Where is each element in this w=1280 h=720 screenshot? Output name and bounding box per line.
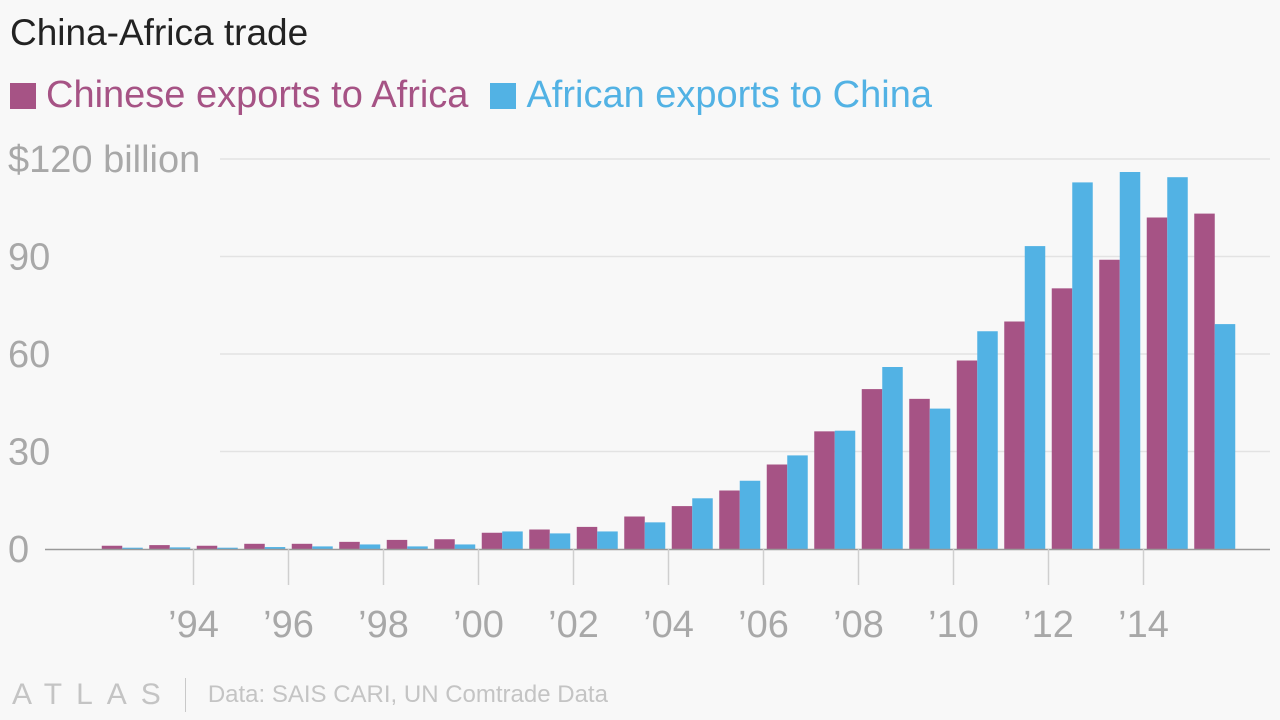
bar-chinese-exports: [149, 545, 170, 549]
legend-swatch-african-exports: [490, 82, 517, 109]
x-tick-label: ’10: [928, 604, 979, 646]
bar-chinese-exports: [861, 389, 883, 549]
x-tick-label: ’02: [548, 604, 599, 646]
atlas-logo: ATLAS: [12, 678, 175, 711]
bar-chinese-exports: [1146, 217, 1168, 549]
x-tick-label: ’98: [358, 604, 409, 646]
bar-chinese-exports: [434, 539, 455, 549]
bar-chinese-exports: [1004, 321, 1025, 549]
bar-african-exports: [787, 455, 808, 549]
bar-african-exports: [1214, 324, 1236, 549]
bar-african-exports: [929, 408, 951, 549]
source-note: Data: SAIS CARI, UN Comtrade Data: [207, 681, 608, 708]
legend-item-african-exports: African exports to China: [490, 74, 932, 117]
bar-african-exports: [407, 546, 428, 549]
bar-african-exports: [454, 544, 476, 549]
bar-chinese-exports: [766, 464, 788, 549]
bar-african-exports: [169, 547, 191, 549]
footer-divider: [184, 678, 186, 712]
bar-chinese-exports: [244, 543, 265, 549]
bar-african-exports: [1167, 177, 1188, 549]
bar-african-exports: [739, 480, 761, 549]
bar-chinese-exports: [671, 506, 693, 549]
bar-african-exports: [1119, 172, 1141, 549]
bar-african-exports: [122, 547, 143, 549]
legend-item-chinese-exports: Chinese exports to Africa: [10, 74, 468, 117]
y-tick-label: 60: [8, 334, 50, 376]
legend-label-chinese-exports: Chinese exports to Africa: [46, 74, 469, 116]
y-tick-label: $120 billion: [8, 139, 200, 181]
bar-african-exports: [502, 531, 523, 549]
legend-swatch-chinese-exports: [10, 82, 36, 109]
bar-chinese-exports: [719, 490, 740, 549]
bar-chinese-exports: [529, 529, 550, 549]
legend: Chinese exports to Africa African export…: [10, 74, 954, 117]
bar-chinese-exports: [1051, 288, 1073, 549]
y-tick-label: 30: [8, 432, 50, 474]
bar-african-exports: [312, 546, 333, 549]
bar-chinese-exports: [1099, 259, 1120, 549]
bar-african-exports: [977, 331, 998, 549]
bar-chinese-exports: [101, 545, 123, 549]
bar-african-exports: [217, 547, 238, 549]
bar-african-exports: [549, 533, 571, 549]
bar-chinese-exports: [576, 526, 598, 549]
bar-chinese-exports: [481, 532, 503, 549]
bar-chinese-exports: [909, 398, 930, 549]
bar-african-exports: [834, 430, 856, 549]
bar-african-exports: [1024, 246, 1046, 549]
bar-chinese-exports: [624, 516, 645, 549]
bar-chinese-exports: [956, 360, 978, 549]
chart-title: China-Africa trade: [10, 12, 309, 53]
bar-chinese-exports: [339, 541, 360, 549]
y-tick-label: 0: [8, 529, 29, 571]
x-tick-label: ’14: [1118, 604, 1169, 646]
bar-african-exports: [1072, 182, 1093, 549]
x-tick-label: ’12: [1023, 604, 1074, 646]
bar-chinese-exports: [814, 431, 835, 549]
bar-chinese-exports: [386, 539, 408, 549]
bar-chinese-exports: [1194, 213, 1215, 549]
bar-african-exports: [264, 547, 286, 549]
x-tick-label: ’94: [168, 604, 219, 646]
bar-african-exports: [644, 522, 666, 549]
bar-chinese-exports: [291, 543, 313, 549]
bar-african-exports: [597, 531, 618, 549]
x-tick-label: ’96: [263, 604, 314, 646]
x-tick-label: ’06: [738, 604, 789, 646]
bar-african-exports: [882, 367, 903, 549]
footer: ATLAS Data: SAIS CARI, UN Comtrade Data: [12, 678, 608, 712]
bar-chinese-exports: [196, 545, 218, 549]
x-tick-label: ’00: [453, 604, 504, 646]
legend-label-african-exports: African exports to China: [526, 74, 932, 116]
bar-african-exports: [359, 544, 381, 549]
y-tick-label: 90: [8, 237, 50, 279]
x-tick-label: ’08: [833, 604, 884, 646]
bar-african-exports: [692, 498, 713, 549]
x-tick-label: ’04: [643, 604, 694, 646]
